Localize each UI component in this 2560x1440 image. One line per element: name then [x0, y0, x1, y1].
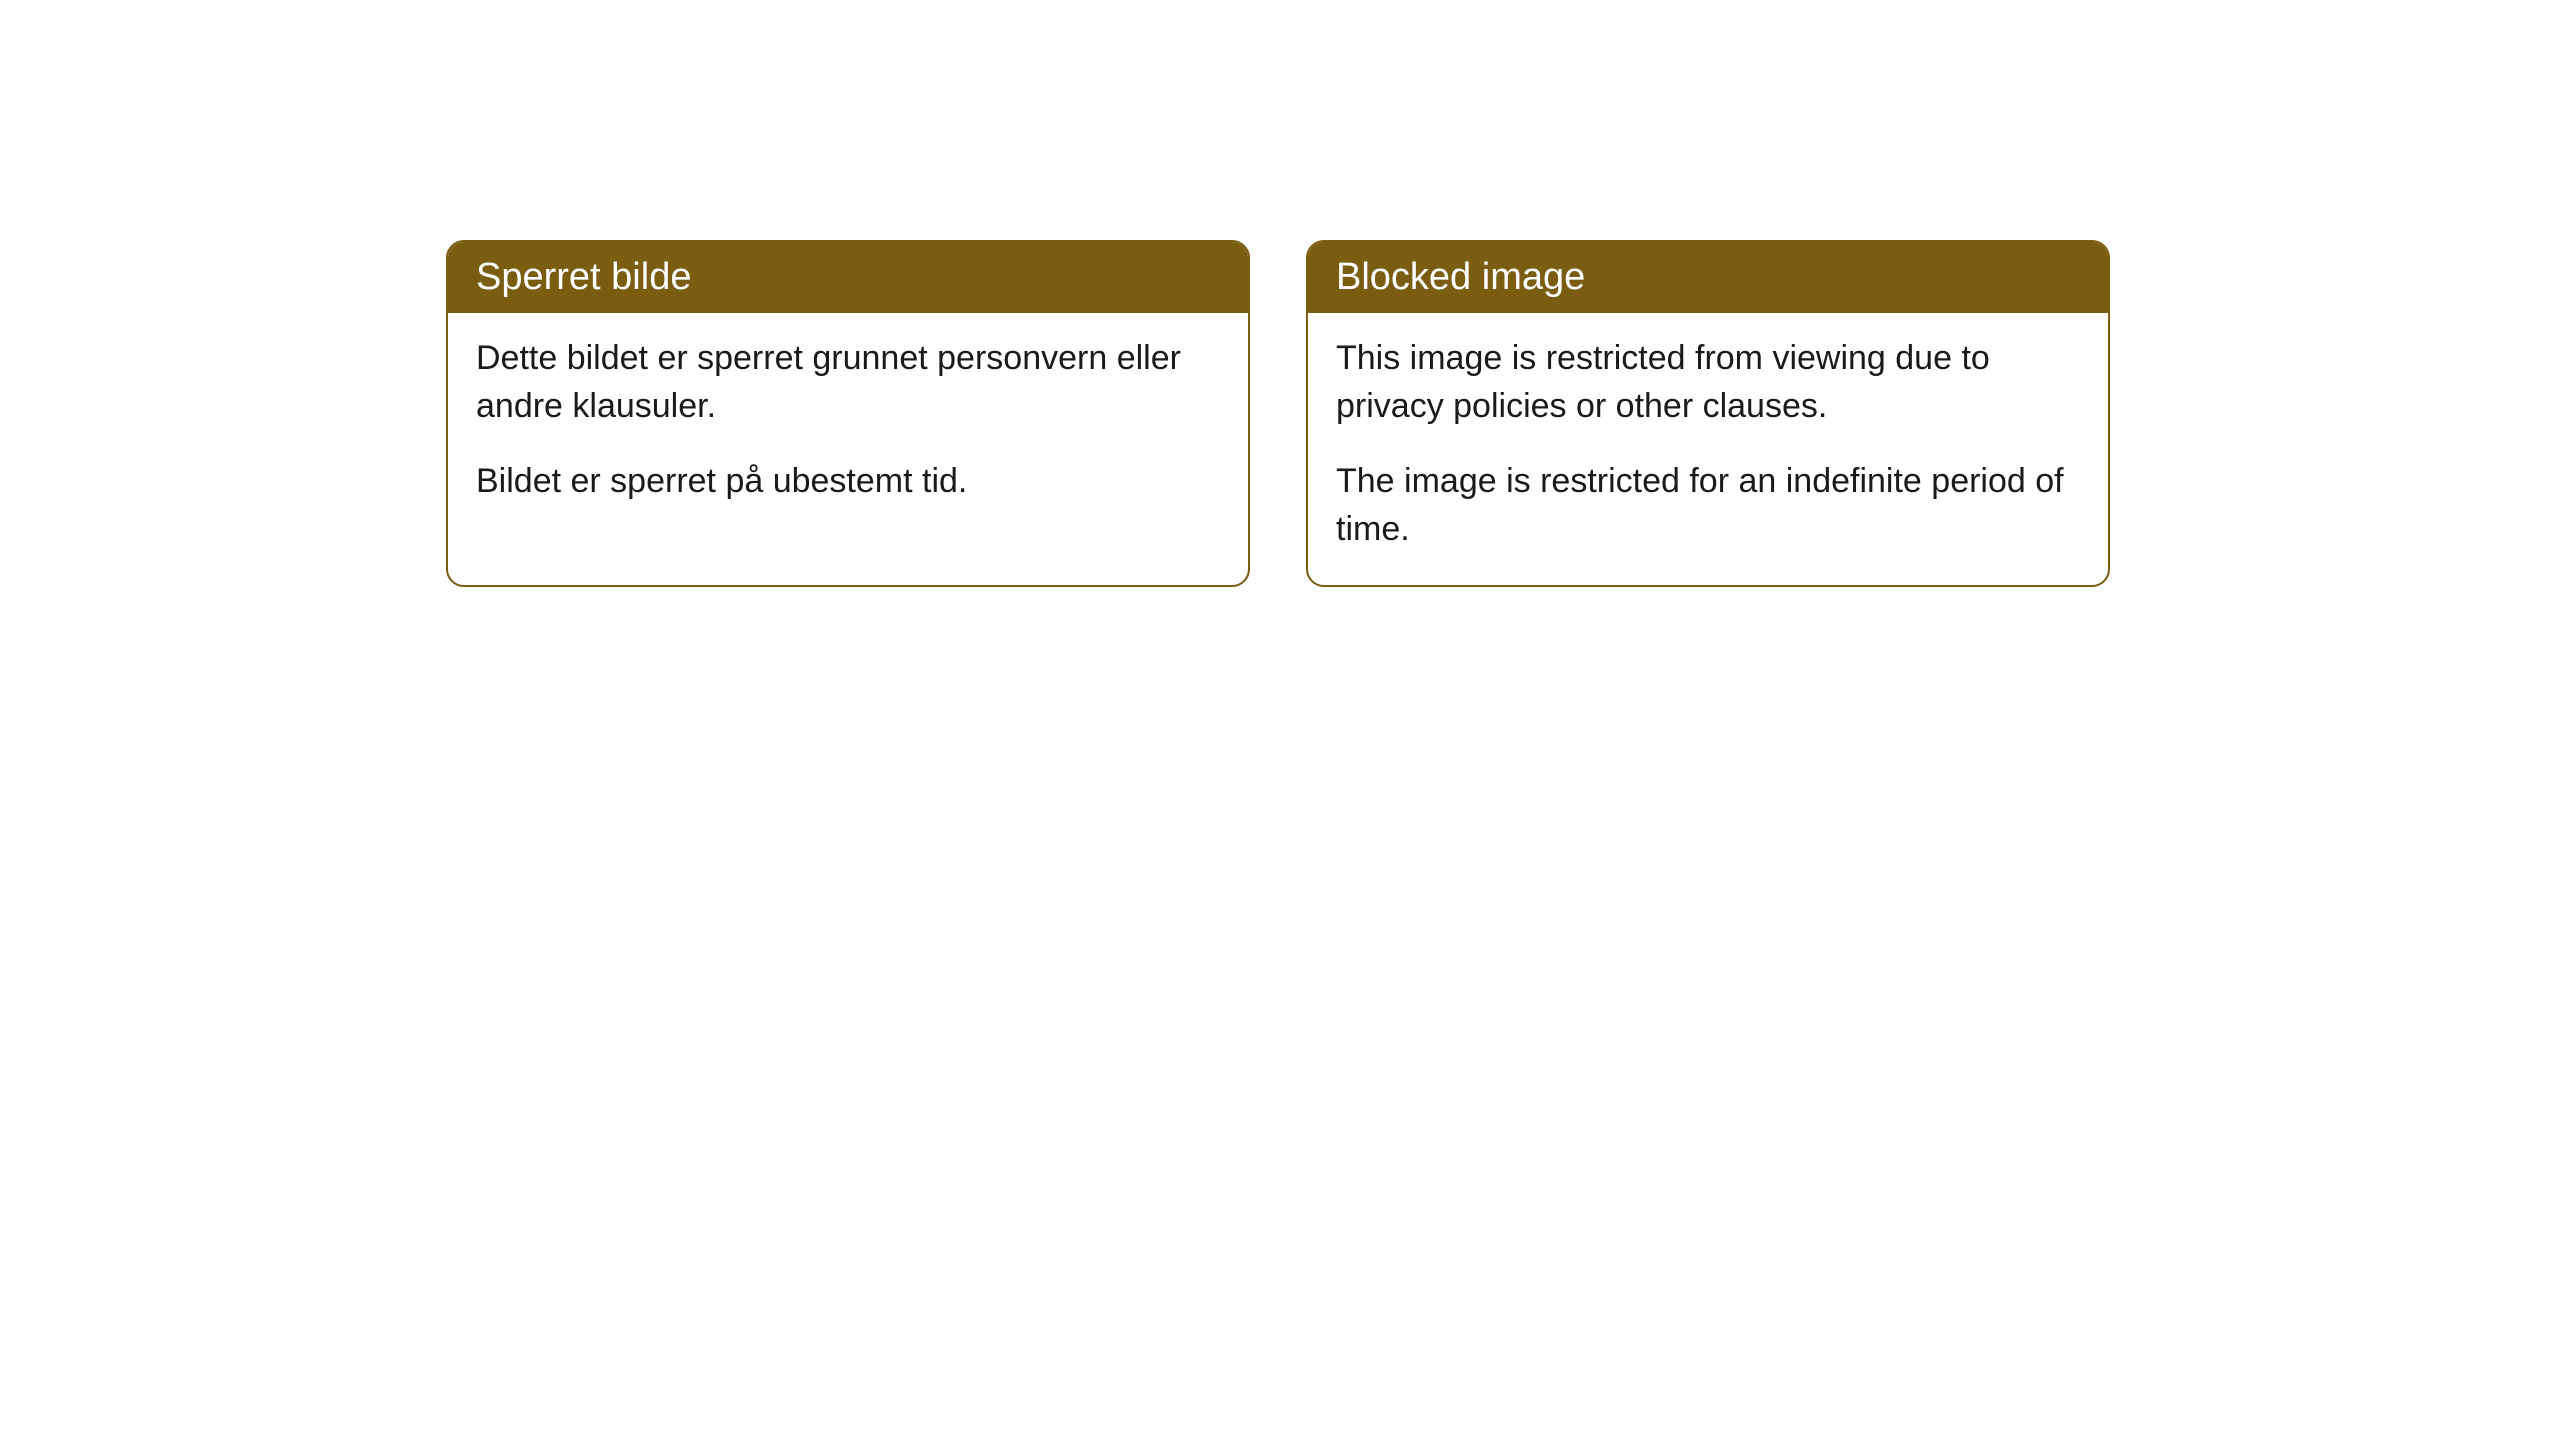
card-paragraph-norwegian-2: Bildet er sperret på ubestemt tid. — [476, 458, 1220, 506]
card-title-english: Blocked image — [1336, 256, 1585, 298]
card-title-norwegian: Sperret bilde — [476, 256, 691, 298]
notice-cards-container: Sperret bilde Dette bildet er sperret gr… — [446, 240, 2110, 587]
blocked-image-card-norwegian: Sperret bilde Dette bildet er sperret gr… — [446, 240, 1250, 587]
card-header-norwegian: Sperret bilde — [448, 242, 1248, 313]
card-paragraph-english-2: The image is restricted for an indefinit… — [1336, 458, 2080, 553]
card-paragraph-norwegian-1: Dette bildet er sperret grunnet personve… — [476, 335, 1220, 430]
card-body-english: This image is restricted from viewing du… — [1308, 313, 2108, 585]
card-paragraph-english-1: This image is restricted from viewing du… — [1336, 335, 2080, 430]
card-header-english: Blocked image — [1308, 242, 2108, 313]
blocked-image-card-english: Blocked image This image is restricted f… — [1306, 240, 2110, 587]
card-body-norwegian: Dette bildet er sperret grunnet personve… — [448, 313, 1248, 538]
